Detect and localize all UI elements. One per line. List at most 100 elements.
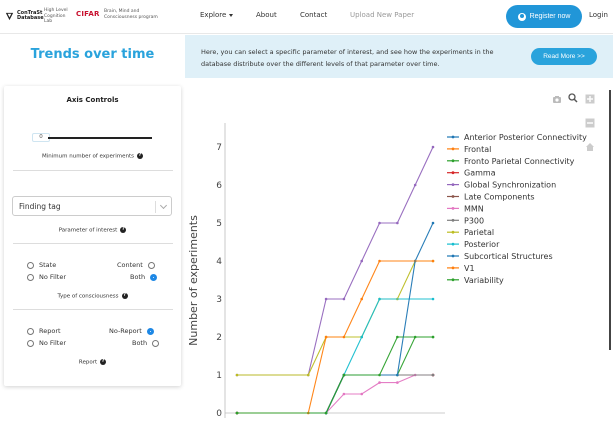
radio-report-both[interactable]: Both	[132, 339, 160, 347]
login-link[interactable]: Login	[589, 11, 608, 19]
radio-no-filter[interactable]: No Filter	[27, 273, 66, 281]
nav-explore-label: Explore	[200, 11, 227, 19]
legend-entry: Variability	[464, 276, 504, 285]
home-icon[interactable]	[585, 142, 595, 152]
radio-report[interactable]: Report	[27, 327, 61, 335]
nav-explore[interactable]: Explore	[200, 11, 234, 19]
zoom-out-icon[interactable]	[585, 118, 595, 128]
y-tick-label: 5	[216, 219, 222, 229]
legend-entry: Late Components	[464, 193, 535, 202]
register-button[interactable]: Register now	[506, 5, 582, 28]
consciousness-caption: Type of consciousness?	[4, 293, 181, 300]
radio-state-input[interactable]	[27, 261, 34, 269]
zoom-in-icon[interactable]	[585, 94, 595, 104]
data-point	[431, 259, 435, 263]
radio-both[interactable]: Both	[130, 273, 158, 281]
y-tick-label: 7	[216, 143, 222, 153]
report-caption: Report?	[4, 359, 181, 366]
data-point	[342, 373, 346, 377]
read-more-button[interactable]: Read More >>	[531, 48, 597, 65]
radio-no-filter-input[interactable]	[27, 273, 34, 281]
legend-marker	[451, 171, 455, 175]
zoom-icon[interactable]	[568, 93, 578, 103]
y-tick-label: 3	[216, 295, 222, 305]
radio-report-both-label: Both	[132, 339, 148, 347]
trends-chart: 0 1 2 3 4 5 6 7 Number of experiments Anterior Po…	[187, 123, 587, 419]
radio-state[interactable]: State	[27, 261, 56, 269]
radio-content-input[interactable]	[147, 261, 155, 269]
radio-report-no-filter-input[interactable]	[27, 339, 34, 347]
radio-no-report-label: No-Report	[109, 327, 142, 335]
radio-report-no-filter-label: No Filter	[39, 339, 67, 347]
data-point	[431, 335, 435, 339]
min-experiments-slider[interactable]	[48, 137, 152, 139]
legend-marker	[451, 242, 455, 246]
y-tick-label: 2	[216, 333, 222, 343]
series-line	[237, 336, 433, 414]
register-label: Register now	[529, 13, 571, 20]
data-point	[413, 183, 417, 187]
help-icon[interactable]: ?	[121, 293, 128, 299]
data-point	[396, 373, 399, 377]
radio-report-no-filter[interactable]: No Filter	[27, 339, 66, 347]
legend-entry: V1	[464, 264, 475, 273]
divider	[13, 309, 173, 310]
data-point	[324, 411, 328, 415]
radio-report-both-input[interactable]	[152, 339, 160, 347]
nav-upload-paper[interactable]: Upload New Paper	[350, 11, 415, 19]
radio-content[interactable]: Content	[117, 261, 155, 269]
legend-marker	[451, 159, 455, 163]
radio-report-input[interactable]	[27, 327, 34, 335]
legend-entry: Posterior	[464, 240, 500, 249]
data-point	[360, 297, 364, 301]
cifar-logo[interactable]: CIFAR	[76, 10, 100, 18]
data-point	[431, 373, 435, 377]
plot-area: 0 1 2 3 4 5 6 7 Number of experiments Anterior Po…	[185, 78, 613, 429]
legend-marker	[451, 230, 455, 234]
legend-entry: Frontal	[464, 145, 491, 154]
y-tick-label: 0	[216, 409, 222, 419]
min-experiments-label: Minimum number of experiments	[42, 153, 134, 160]
data-point	[378, 259, 381, 263]
parameter-select[interactable]: Finding tag	[12, 196, 172, 216]
report-label: Report	[78, 359, 98, 366]
radio-no-report[interactable]: No-Report	[109, 327, 154, 335]
data-point	[306, 373, 310, 377]
contrast-logo[interactable]: ConTraSt Database High Level Cognition L…	[4, 8, 75, 25]
help-icon[interactable]: ?	[120, 227, 127, 233]
contrast-logo-icon	[5, 12, 14, 20]
data-point	[378, 381, 381, 384]
user-icon	[517, 12, 526, 21]
data-point	[342, 392, 346, 396]
legend-entry: Fronto Parietal Connectivity	[464, 157, 575, 166]
help-icon[interactable]: ?	[136, 153, 143, 159]
legend-entry: MMN	[464, 204, 484, 213]
banner-description-area: Here, you can select a specific paramete…	[185, 35, 613, 78]
radio-both-input[interactable]	[150, 273, 158, 281]
legend-entry: Anterior Posterior Connectivity	[464, 133, 587, 142]
legend-entry: Global Synchronization	[464, 181, 556, 190]
axis-controls-panel: Axis Controls 0 Minimum number of experi…	[4, 86, 181, 386]
scrollbar[interactable]	[609, 90, 611, 350]
legend-marker	[451, 195, 455, 198]
nav-contact[interactable]: Contact	[300, 11, 328, 19]
data-point	[324, 297, 328, 301]
radio-report-label: Report	[39, 327, 61, 335]
data-point	[378, 373, 381, 377]
nav-about[interactable]: About	[256, 11, 277, 19]
parameter-label: Parameter of interest	[58, 227, 118, 234]
data-point	[342, 335, 346, 339]
radio-no-report-input[interactable]	[146, 327, 154, 335]
camera-icon[interactable]	[552, 94, 562, 104]
data-point	[396, 381, 399, 384]
data-point	[342, 297, 346, 301]
data-point	[431, 221, 435, 225]
legend-marker	[451, 135, 455, 139]
radio-both-label: Both	[130, 273, 146, 281]
chevron-down-icon[interactable]	[159, 201, 168, 210]
help-icon[interactable]: ?	[100, 359, 107, 365]
cifar-subtitle: Brain, Mind and Consciousness program	[104, 9, 158, 20]
legend-marker	[451, 254, 455, 258]
radio-content-label: Content	[117, 261, 143, 269]
data-point	[396, 335, 399, 339]
